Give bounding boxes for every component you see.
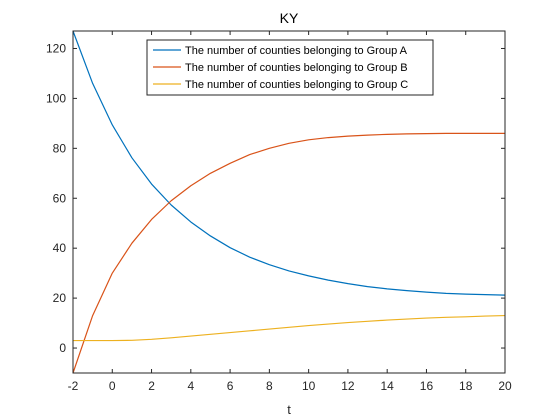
series-layer	[72, 30, 506, 374]
legend-entry-label: The number of counties belonging to Grou…	[185, 62, 408, 74]
x-tick-label: 6	[227, 379, 234, 393]
y-tick-label: 100	[46, 91, 66, 105]
y-tick-label: 40	[53, 241, 67, 255]
y-tick-label: 0	[59, 341, 66, 355]
x-tick-label: 14	[381, 379, 395, 393]
axes-box	[72, 30, 506, 374]
x-tick-label: 10	[302, 379, 316, 393]
y-tick-label: 60	[53, 191, 67, 205]
y-tick-label: 20	[53, 291, 67, 305]
x-tick-label: 8	[266, 379, 273, 393]
series-line-b	[72, 132, 505, 374]
x-tick-label: 4	[187, 379, 194, 393]
y-tick-label: 120	[46, 41, 66, 55]
x-axis-label: t	[287, 402, 291, 417]
y-axis: 0 20 40 60 80 100 120	[46, 41, 505, 355]
x-tick-label: 20	[498, 379, 512, 393]
x-tick-label: 16	[420, 379, 434, 393]
series-line-c	[73, 314, 506, 342]
legend-entry-label: The number of counties belonging to Grou…	[185, 79, 408, 91]
legend-entry-label: The number of counties belonging to Grou…	[185, 45, 408, 57]
x-tick-label: -2	[68, 379, 79, 393]
x-tick-label: 12	[341, 379, 355, 393]
legend-box	[146, 39, 434, 96]
chart-title: KY	[280, 10, 299, 26]
series-line-a	[72, 30, 506, 296]
x-tick-label: 2	[148, 379, 155, 393]
x-tick-label: 0	[109, 379, 116, 393]
x-tick-label: 18	[459, 379, 473, 393]
y-tick-label: 80	[53, 141, 67, 155]
legend: The number of counties belonging to Grou…	[146, 39, 434, 96]
x-axis: -2 0 2 4 6 8 10 12 14 16 18 20	[68, 31, 512, 393]
